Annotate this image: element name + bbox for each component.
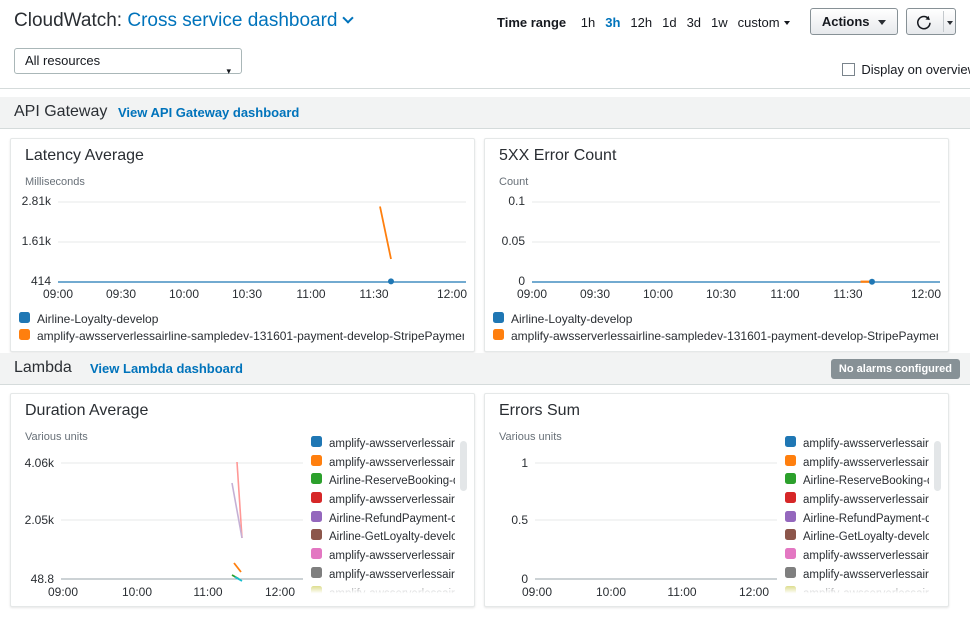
- svg-text:10:00: 10:00: [596, 585, 626, 599]
- svg-text:0: 0: [521, 572, 528, 586]
- svg-text:09:00: 09:00: [517, 287, 547, 301]
- svg-text:11:30: 11:30: [833, 287, 862, 301]
- svg-text:1: 1: [521, 456, 528, 470]
- svg-text:11:00: 11:00: [296, 287, 325, 301]
- svg-text:10:00: 10:00: [643, 287, 673, 301]
- svg-text:09:00: 09:00: [522, 585, 552, 599]
- svg-text:11:00: 11:00: [770, 287, 799, 301]
- svg-text:12:00: 12:00: [437, 287, 467, 301]
- svg-text:09:00: 09:00: [48, 585, 78, 599]
- svg-text:09:00: 09:00: [43, 287, 73, 301]
- svg-text:10:00: 10:00: [122, 585, 152, 599]
- svg-text:2.05k: 2.05k: [25, 513, 55, 527]
- svg-text:10:30: 10:30: [706, 287, 736, 301]
- svg-text:4.06k: 4.06k: [25, 456, 55, 470]
- svg-text:0.1: 0.1: [508, 194, 525, 208]
- svg-text:10:30: 10:30: [232, 287, 262, 301]
- svg-text:09:30: 09:30: [106, 287, 136, 301]
- svg-text:48.8: 48.8: [31, 572, 55, 586]
- svg-text:11:00: 11:00: [193, 585, 222, 599]
- svg-text:2.81k: 2.81k: [22, 194, 52, 208]
- svg-text:11:00: 11:00: [667, 585, 696, 599]
- svg-text:12:00: 12:00: [739, 585, 769, 599]
- svg-text:0: 0: [518, 274, 525, 288]
- svg-text:12:00: 12:00: [265, 585, 295, 599]
- svg-text:1.61k: 1.61k: [22, 234, 52, 248]
- svg-text:11:30: 11:30: [359, 287, 388, 301]
- svg-text:10:00: 10:00: [169, 287, 199, 301]
- svg-text:0.05: 0.05: [502, 234, 526, 248]
- svg-text:12:00: 12:00: [911, 287, 941, 301]
- svg-text:0.5: 0.5: [511, 513, 528, 527]
- svg-text:414: 414: [31, 274, 51, 288]
- svg-text:09:30: 09:30: [580, 287, 610, 301]
